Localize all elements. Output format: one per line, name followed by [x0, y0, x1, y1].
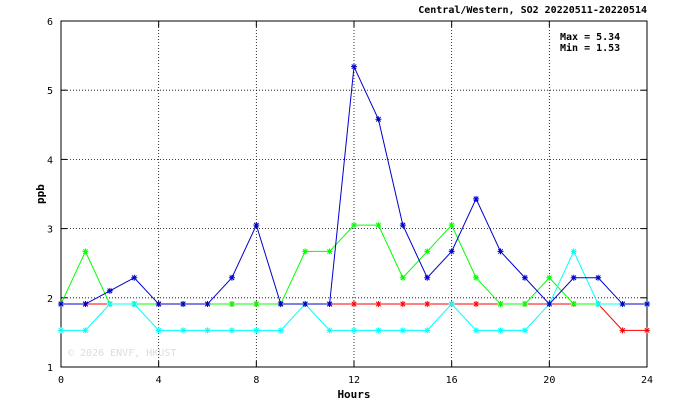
data-point: [106, 301, 113, 308]
data-point: [302, 248, 309, 255]
y-tick-label: 1: [47, 363, 53, 374]
data-point: [58, 301, 64, 308]
data-point: [326, 327, 333, 334]
data-point: [570, 274, 577, 281]
max-annotation: Max = 5.34: [560, 32, 620, 43]
data-point: [448, 222, 455, 229]
data-point: [375, 301, 382, 308]
series-4: [58, 63, 650, 308]
data-point: [204, 327, 211, 334]
chart-title: Central/Western, SO2 20220511-20220514: [418, 5, 647, 16]
data-point: [228, 327, 235, 334]
data-point: [228, 274, 235, 281]
data-point: [424, 248, 431, 255]
data-point: [326, 301, 333, 308]
data-point: [521, 327, 528, 334]
data-point: [204, 301, 211, 308]
data-point: [619, 301, 626, 308]
data-point: [595, 301, 602, 308]
y-tick-label: 3: [47, 225, 53, 236]
data-point: [521, 274, 528, 281]
data-point: [180, 301, 187, 308]
data-point: [375, 222, 382, 229]
y-tick-label: 5: [47, 86, 53, 97]
data-point: [351, 222, 357, 229]
data-point: [253, 327, 260, 334]
data-point: [619, 327, 626, 334]
data-point: [302, 301, 309, 308]
data-point: [253, 301, 260, 308]
data-point: [546, 301, 553, 308]
x-tick-label: 16: [446, 375, 458, 386]
data-point: [82, 327, 89, 334]
data-point: [473, 274, 480, 281]
x-tick-label: 0: [58, 375, 64, 386]
data-point: [473, 327, 480, 334]
x-tick-label: 20: [543, 375, 555, 386]
data-point: [424, 327, 431, 334]
data-point: [351, 301, 357, 308]
data-point: [326, 248, 333, 255]
y-tick-label: 6: [47, 17, 53, 28]
min-annotation: Min = 1.53: [560, 42, 620, 54]
data-point: [131, 301, 138, 308]
grid-lines: [61, 21, 647, 367]
data-point: [473, 195, 480, 202]
data-point: [497, 327, 504, 334]
data-point: [497, 301, 504, 308]
data-point: [375, 327, 382, 334]
data-point: [424, 274, 431, 281]
data-point: [58, 327, 64, 334]
y-tick-label: 2: [47, 294, 53, 305]
data-point: [375, 116, 382, 123]
data-point: [570, 248, 577, 255]
data-point: [253, 222, 260, 229]
data-point: [570, 301, 577, 308]
data-point: [277, 301, 284, 308]
data-point: [399, 327, 406, 334]
data-point: [155, 327, 162, 334]
data-point: [497, 248, 504, 255]
watermark: © 2026 ENVF, HKUST: [68, 348, 176, 359]
x-tick-label: 4: [156, 375, 162, 386]
data-point: [228, 301, 235, 308]
data-series: [58, 63, 650, 334]
y-tick-label: 4: [47, 155, 53, 166]
data-point: [448, 301, 455, 308]
data-point: [473, 301, 480, 308]
data-point: [424, 301, 431, 308]
data-point: [180, 327, 187, 334]
data-point: [644, 327, 650, 334]
data-point: [155, 301, 162, 308]
x-tick-label: 24: [641, 375, 653, 386]
x-axis-label: Hours: [337, 388, 370, 401]
y-axis-label: ppb: [34, 184, 47, 204]
data-point: [521, 301, 528, 308]
data-point: [595, 274, 602, 281]
x-tick-label: 8: [253, 375, 259, 386]
x-tick-label: 12: [348, 375, 360, 386]
series-line: [61, 303, 647, 331]
data-point: [546, 274, 553, 281]
data-point: [351, 63, 357, 70]
data-point: [351, 327, 357, 334]
data-point: [131, 274, 138, 281]
data-point: [399, 301, 406, 308]
data-point: [82, 301, 89, 308]
data-point: [106, 287, 113, 294]
data-point: [82, 248, 89, 255]
data-point: [399, 274, 406, 281]
data-point: [399, 222, 406, 229]
data-point: [644, 301, 650, 308]
data-point: [277, 327, 284, 334]
data-point: [448, 248, 455, 255]
